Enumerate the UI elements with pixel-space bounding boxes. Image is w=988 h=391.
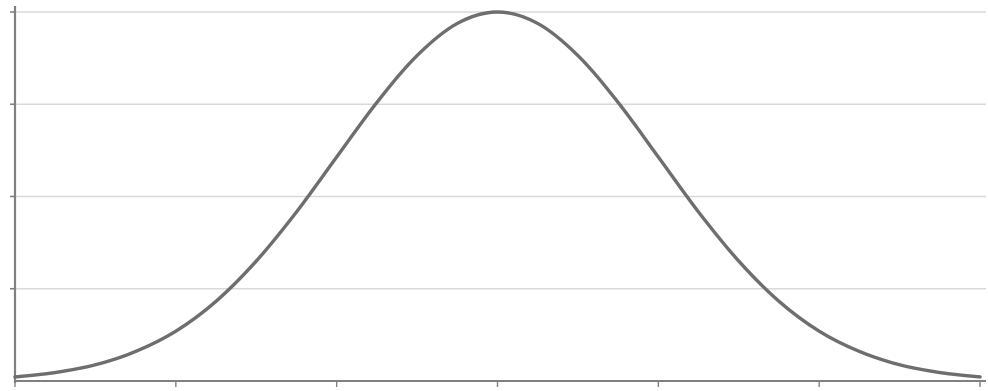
series-line-bell-curve bbox=[13, 10, 982, 379]
series-layer bbox=[13, 10, 982, 379]
gridlines bbox=[15, 11, 986, 290]
axes bbox=[10, 6, 986, 387]
